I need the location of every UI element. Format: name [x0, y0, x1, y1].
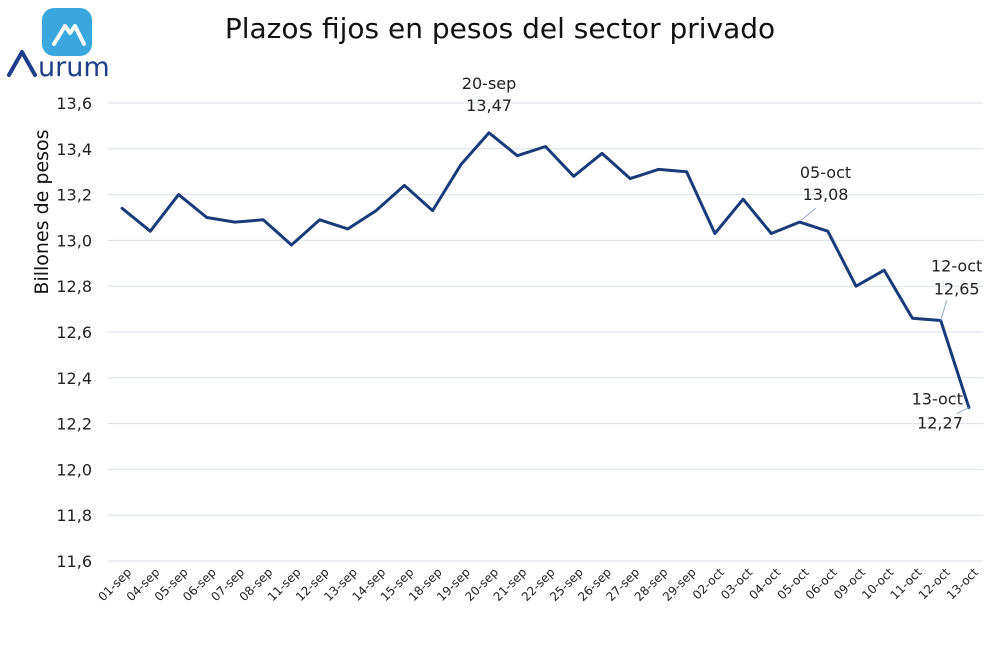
y-tick-label: 12,2 [56, 415, 92, 434]
y-tick-label: 13,4 [56, 140, 92, 159]
annotation-value: 13,08 [803, 185, 849, 204]
logo-text: urum [38, 52, 110, 83]
annotation-value: 12,65 [934, 280, 980, 299]
annotation-date: 12-oct [931, 257, 982, 276]
y-tick-label: 13,6 [56, 94, 92, 113]
y-tick-label: 12,4 [56, 369, 92, 388]
y-tick-label: 12,8 [56, 277, 92, 296]
annotations: 20-sep 13,47 05-oct 13,08 12-oct 12,65 13-oct 1… [462, 74, 982, 433]
y-tick-label: 11,8 [56, 506, 92, 525]
annotation-leader [801, 207, 816, 221]
annotation-value: 12,27 [917, 414, 963, 433]
y-tick-label: 11,6 [56, 552, 92, 571]
logo-letter-a-icon [7, 50, 37, 77]
annotation-date: 05-oct [800, 163, 851, 182]
logo-mark-icon [52, 24, 86, 46]
y-axis-label: Billones de pesos [31, 129, 53, 294]
annotation-date: 13-oct [912, 390, 963, 409]
y-ticks: 11,6 11,8 12,0 12,2 12,4 12,6 12,8 13,0 13,2 13,4… [56, 94, 92, 571]
y-tick-label: 13,0 [56, 231, 92, 250]
y-tick-label: 12,0 [56, 460, 92, 479]
annotation-leader [940, 300, 948, 321]
x-ticks: 01-sep04-sep05-sep06-sep07-sep08-sep11-s… [95, 565, 981, 604]
y-tick-label: 13,2 [56, 186, 92, 205]
aurum-logo: urum [7, 8, 110, 83]
annotation-value: 13,47 [466, 96, 512, 115]
x-tick-label: 13-oct [944, 565, 981, 602]
series-line [120, 131, 971, 410]
annotation-leader [956, 407, 970, 415]
annotation-date: 20-sep [462, 74, 516, 93]
grid [108, 102, 983, 562]
y-tick-label: 12,6 [56, 323, 92, 342]
chart-title: Plazos fijos en pesos del sector privado [225, 12, 775, 45]
